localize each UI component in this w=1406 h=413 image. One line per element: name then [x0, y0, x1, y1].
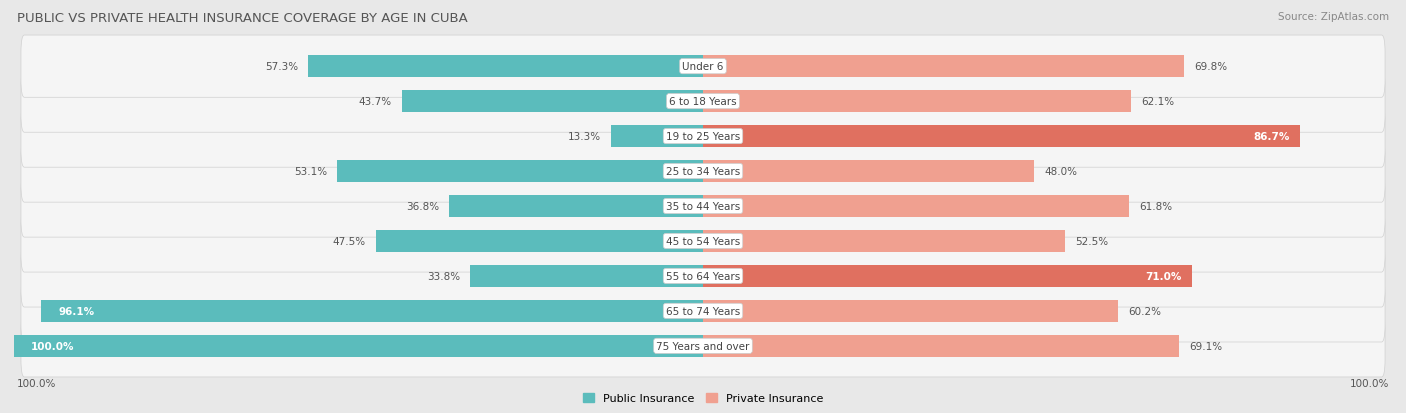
Legend: Public Insurance, Private Insurance: Public Insurance, Private Insurance — [579, 388, 827, 408]
Text: PUBLIC VS PRIVATE HEALTH INSURANCE COVERAGE BY AGE IN CUBA: PUBLIC VS PRIVATE HEALTH INSURANCE COVER… — [17, 12, 468, 25]
FancyBboxPatch shape — [21, 280, 1385, 342]
Bar — [703, 126, 1301, 147]
Bar — [703, 56, 1184, 78]
FancyBboxPatch shape — [21, 36, 1385, 98]
Bar — [703, 161, 1033, 183]
Bar — [703, 300, 1118, 322]
Text: 71.0%: 71.0% — [1146, 271, 1182, 281]
Text: 69.1%: 69.1% — [1189, 341, 1222, 351]
Bar — [14, 335, 703, 357]
Text: 60.2%: 60.2% — [1128, 306, 1161, 316]
Text: 48.0%: 48.0% — [1045, 166, 1077, 177]
Text: 35 to 44 Years: 35 to 44 Years — [666, 202, 740, 211]
FancyBboxPatch shape — [21, 176, 1385, 237]
Text: 13.3%: 13.3% — [568, 132, 600, 142]
Text: 6 to 18 Years: 6 to 18 Years — [669, 97, 737, 107]
FancyBboxPatch shape — [21, 315, 1385, 377]
Bar — [703, 230, 1064, 252]
Text: 61.8%: 61.8% — [1139, 202, 1173, 211]
Bar — [402, 91, 703, 113]
Bar — [375, 230, 703, 252]
Bar — [470, 266, 703, 287]
Text: 57.3%: 57.3% — [264, 62, 298, 72]
Text: 65 to 74 Years: 65 to 74 Years — [666, 306, 740, 316]
Bar — [703, 196, 1129, 217]
Text: 69.8%: 69.8% — [1194, 62, 1227, 72]
Bar — [308, 56, 703, 78]
Bar — [41, 300, 703, 322]
Text: 47.5%: 47.5% — [332, 236, 366, 247]
FancyBboxPatch shape — [21, 71, 1385, 133]
Text: 19 to 25 Years: 19 to 25 Years — [666, 132, 740, 142]
FancyBboxPatch shape — [21, 106, 1385, 168]
Text: 100.0%: 100.0% — [17, 378, 56, 388]
Bar — [337, 161, 703, 183]
Text: 25 to 34 Years: 25 to 34 Years — [666, 166, 740, 177]
Text: 100.0%: 100.0% — [31, 341, 75, 351]
Text: 96.1%: 96.1% — [58, 306, 94, 316]
Bar — [450, 196, 703, 217]
Text: 53.1%: 53.1% — [294, 166, 326, 177]
Text: 45 to 54 Years: 45 to 54 Years — [666, 236, 740, 247]
Text: Source: ZipAtlas.com: Source: ZipAtlas.com — [1278, 12, 1389, 22]
Text: 86.7%: 86.7% — [1254, 132, 1289, 142]
FancyBboxPatch shape — [21, 245, 1385, 307]
Text: 43.7%: 43.7% — [359, 97, 392, 107]
Text: 33.8%: 33.8% — [426, 271, 460, 281]
Text: 100.0%: 100.0% — [1350, 378, 1389, 388]
Text: 55 to 64 Years: 55 to 64 Years — [666, 271, 740, 281]
Bar — [703, 335, 1180, 357]
Text: 75 Years and over: 75 Years and over — [657, 341, 749, 351]
Bar — [703, 91, 1130, 113]
Bar — [612, 126, 703, 147]
FancyBboxPatch shape — [21, 140, 1385, 203]
Bar — [703, 266, 1192, 287]
Text: 62.1%: 62.1% — [1142, 97, 1174, 107]
Text: Under 6: Under 6 — [682, 62, 724, 72]
Text: 36.8%: 36.8% — [406, 202, 439, 211]
Text: 52.5%: 52.5% — [1076, 236, 1108, 247]
FancyBboxPatch shape — [21, 210, 1385, 273]
